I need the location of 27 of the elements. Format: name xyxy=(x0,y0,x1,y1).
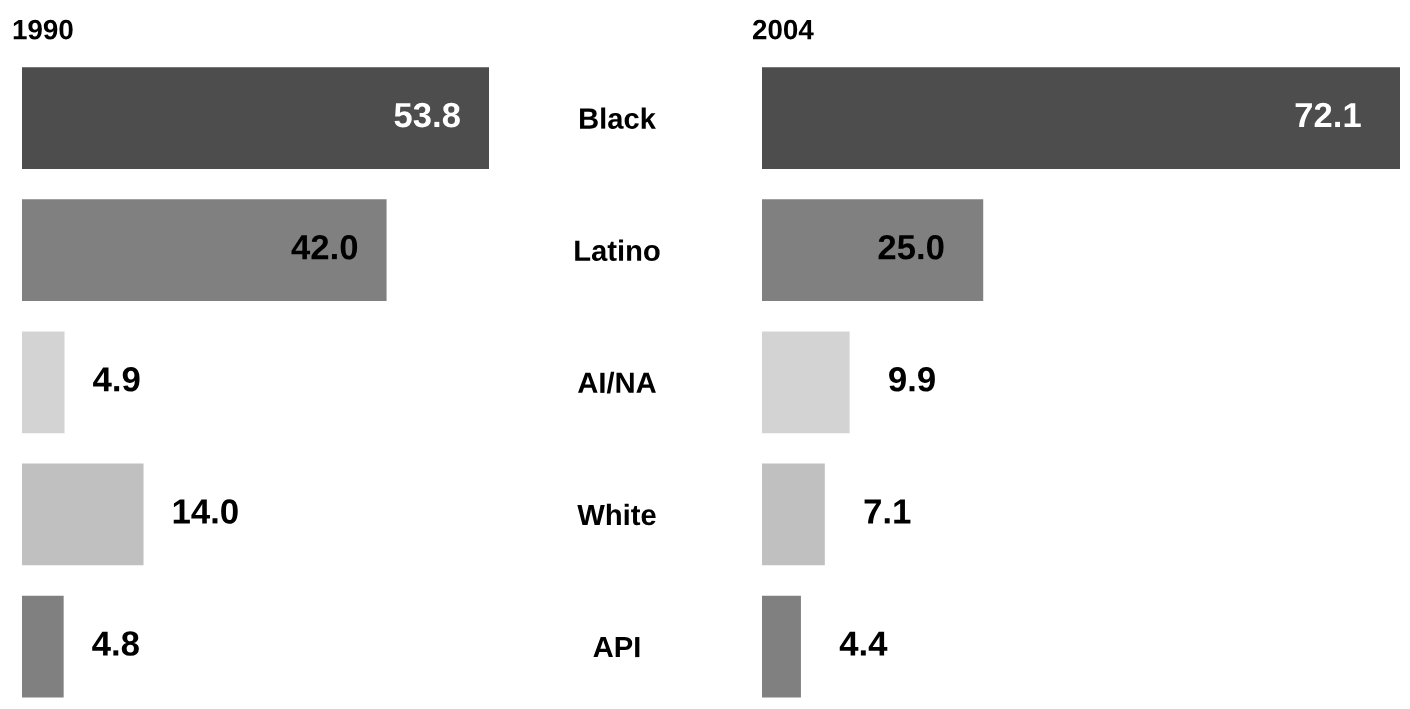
chart-title: 1990 xyxy=(13,19,73,40)
bar xyxy=(22,463,144,566)
data-label: 42.0 xyxy=(291,234,358,260)
y-tick-label: API xyxy=(593,637,640,658)
bar xyxy=(762,463,825,566)
data-label: 72.1 xyxy=(1295,102,1361,128)
data-label: 7.1 xyxy=(864,499,911,524)
data-label: 25.0 xyxy=(878,234,944,260)
y-tick-label: Latino xyxy=(575,239,660,262)
y-tick-label: Black xyxy=(580,107,656,129)
bar xyxy=(762,199,984,302)
data-label: 4.9 xyxy=(93,367,140,392)
bar xyxy=(762,67,1400,169)
bar xyxy=(22,331,65,434)
bar xyxy=(762,595,801,698)
bar xyxy=(22,67,489,169)
data-label: 53.8 xyxy=(394,102,460,128)
bar xyxy=(22,595,64,698)
bar xyxy=(22,199,387,302)
chart-title: 2004 xyxy=(752,19,814,40)
bar xyxy=(762,331,850,434)
data-label: 9.9 xyxy=(889,367,935,392)
data-label: 4.4 xyxy=(839,631,888,656)
data-label: 14.0 xyxy=(173,499,238,524)
y-tick-label: AI/NA xyxy=(578,371,656,394)
y-tick-label: White xyxy=(577,503,656,526)
data-label: 4.8 xyxy=(92,631,139,656)
